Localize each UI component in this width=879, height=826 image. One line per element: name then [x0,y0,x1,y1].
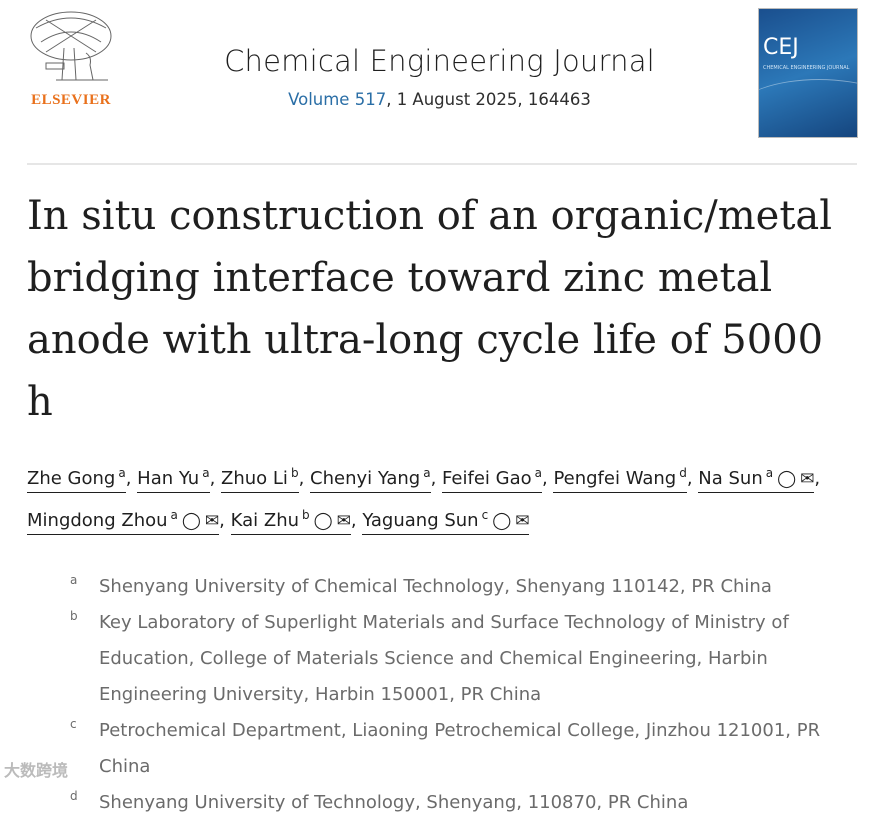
separator: , [814,468,821,489]
separator: , [209,468,222,489]
volume-link[interactable]: Volume 517 [288,90,387,109]
divider [27,163,857,165]
author-name: Na Sun [698,468,763,489]
separator: , [125,468,138,489]
issue-details: , 1 August 2025, 164463 [386,90,591,109]
email-icon: ✉ [204,511,220,531]
email-icon: ✉ [800,469,815,489]
article-header: In situ construction of an organic/metal… [4,185,857,821]
affiliation: d Shenyang University of Technology, Shen… [70,785,830,821]
affiliation-text: Petrochemical Department, Liaoning Petro… [99,720,821,777]
affiliation-text: Key Laboratory of Superlight Materials a… [99,612,789,705]
separator: , [298,468,311,489]
affiliation-marker: a [170,508,178,522]
affiliation-label: a [70,573,78,587]
affiliation-marker: a [118,466,126,480]
affiliation-list: a Shenyang University of Chemical Technol… [4,569,830,821]
separator: , [541,468,554,489]
person-icon: ◯ [492,511,512,531]
elsevier-tree-icon [30,11,112,81]
email-icon: ✉ [515,511,530,531]
separator: , [350,510,363,531]
elsevier-logo[interactable]: ELSEVIER [26,8,116,109]
affiliation-marker: a [534,466,542,480]
separator: , [686,468,699,489]
author-name: Han Yu [137,468,200,489]
author-link[interactable]: Kai Zhu b ◯ ✉ [230,508,351,535]
article-title: In situ construction of an organic/metal… [27,193,833,425]
affiliation: c Petrochemical Department, Liaoning Petr… [4,713,830,785]
affiliation-marker: a [202,466,210,480]
journal-header: Chemical Engineering Journal Volume 517,… [150,44,729,109]
affiliation-marker: b [290,466,299,480]
affiliation-marker: a [765,466,774,480]
journal-title[interactable]: Chemical Engineering Journal [224,44,655,78]
author-name: Pengfei Wang [553,468,677,489]
author-name: Chenyi Yang [310,468,421,489]
author-name: Zhuo Li [221,468,288,489]
cover-decoration [759,79,857,137]
author-link[interactable]: Zhe Gong a [27,466,126,493]
author-link[interactable]: Zhuo Li b [221,466,299,493]
author-list: Zhe Gong a, Han Yu a, Zhuo Li b, Chenyi Yan… [27,455,857,539]
affiliation-marker: c [481,508,489,522]
author-link[interactable]: Feifei Gao a [442,466,542,493]
person-icon: ◯ [777,469,797,489]
author-link[interactable]: Mingdong Zhou a ◯ ✉ [27,508,220,535]
author-link[interactable]: Pengfei Wang d [553,466,687,493]
affiliation-label: d [70,789,78,803]
journal-cover[interactable]: CEJ CHEMICAL ENGINEERING JOURNAL [758,8,858,138]
cover-subtitle: CHEMICAL ENGINEERING JOURNAL [763,65,850,71]
author-name: Yaguang Sun [362,510,479,531]
cover-logo: CEJ [763,35,799,60]
affiliation: b Key Laboratory of Superlight Materials … [70,605,830,713]
separator: , [430,468,443,489]
email-icon: ✉ [336,511,351,531]
author-link[interactable]: Yaguang Sun c ◯ ✉ [362,508,530,535]
affiliation-label: b [70,609,78,623]
author-link[interactable]: Han Yu a [137,466,210,493]
person-icon: ◯ [181,511,201,531]
author-name: Kai Zhu [230,510,300,531]
publisher-name: ELSEVIER [31,92,111,108]
affiliation-marker: d [679,466,687,480]
affiliation-text: Shenyang University of Technology, Sheny… [99,792,689,813]
author-link[interactable]: Chenyi Yang a [310,466,431,493]
affiliation-marker: b [302,508,310,522]
author-name: Mingdong Zhou [27,510,168,531]
author-name: Feifei Gao [442,468,532,489]
issue-info: Volume 517, 1 August 2025, 164463 [150,90,729,109]
watermark: 大数跨境 [4,761,69,780]
affiliation-text: Shenyang University of Chemical Technolo… [99,576,772,597]
affiliation: a Shenyang University of Chemical Technol… [70,569,830,605]
affiliation-label: c [70,717,77,731]
person-icon: ◯ [313,511,333,531]
separator: , [219,510,231,531]
author-link[interactable]: Na Sun a ◯ ✉ [698,466,815,493]
author-name: Zhe Gong [27,468,116,489]
affiliation-marker: a [423,466,431,480]
